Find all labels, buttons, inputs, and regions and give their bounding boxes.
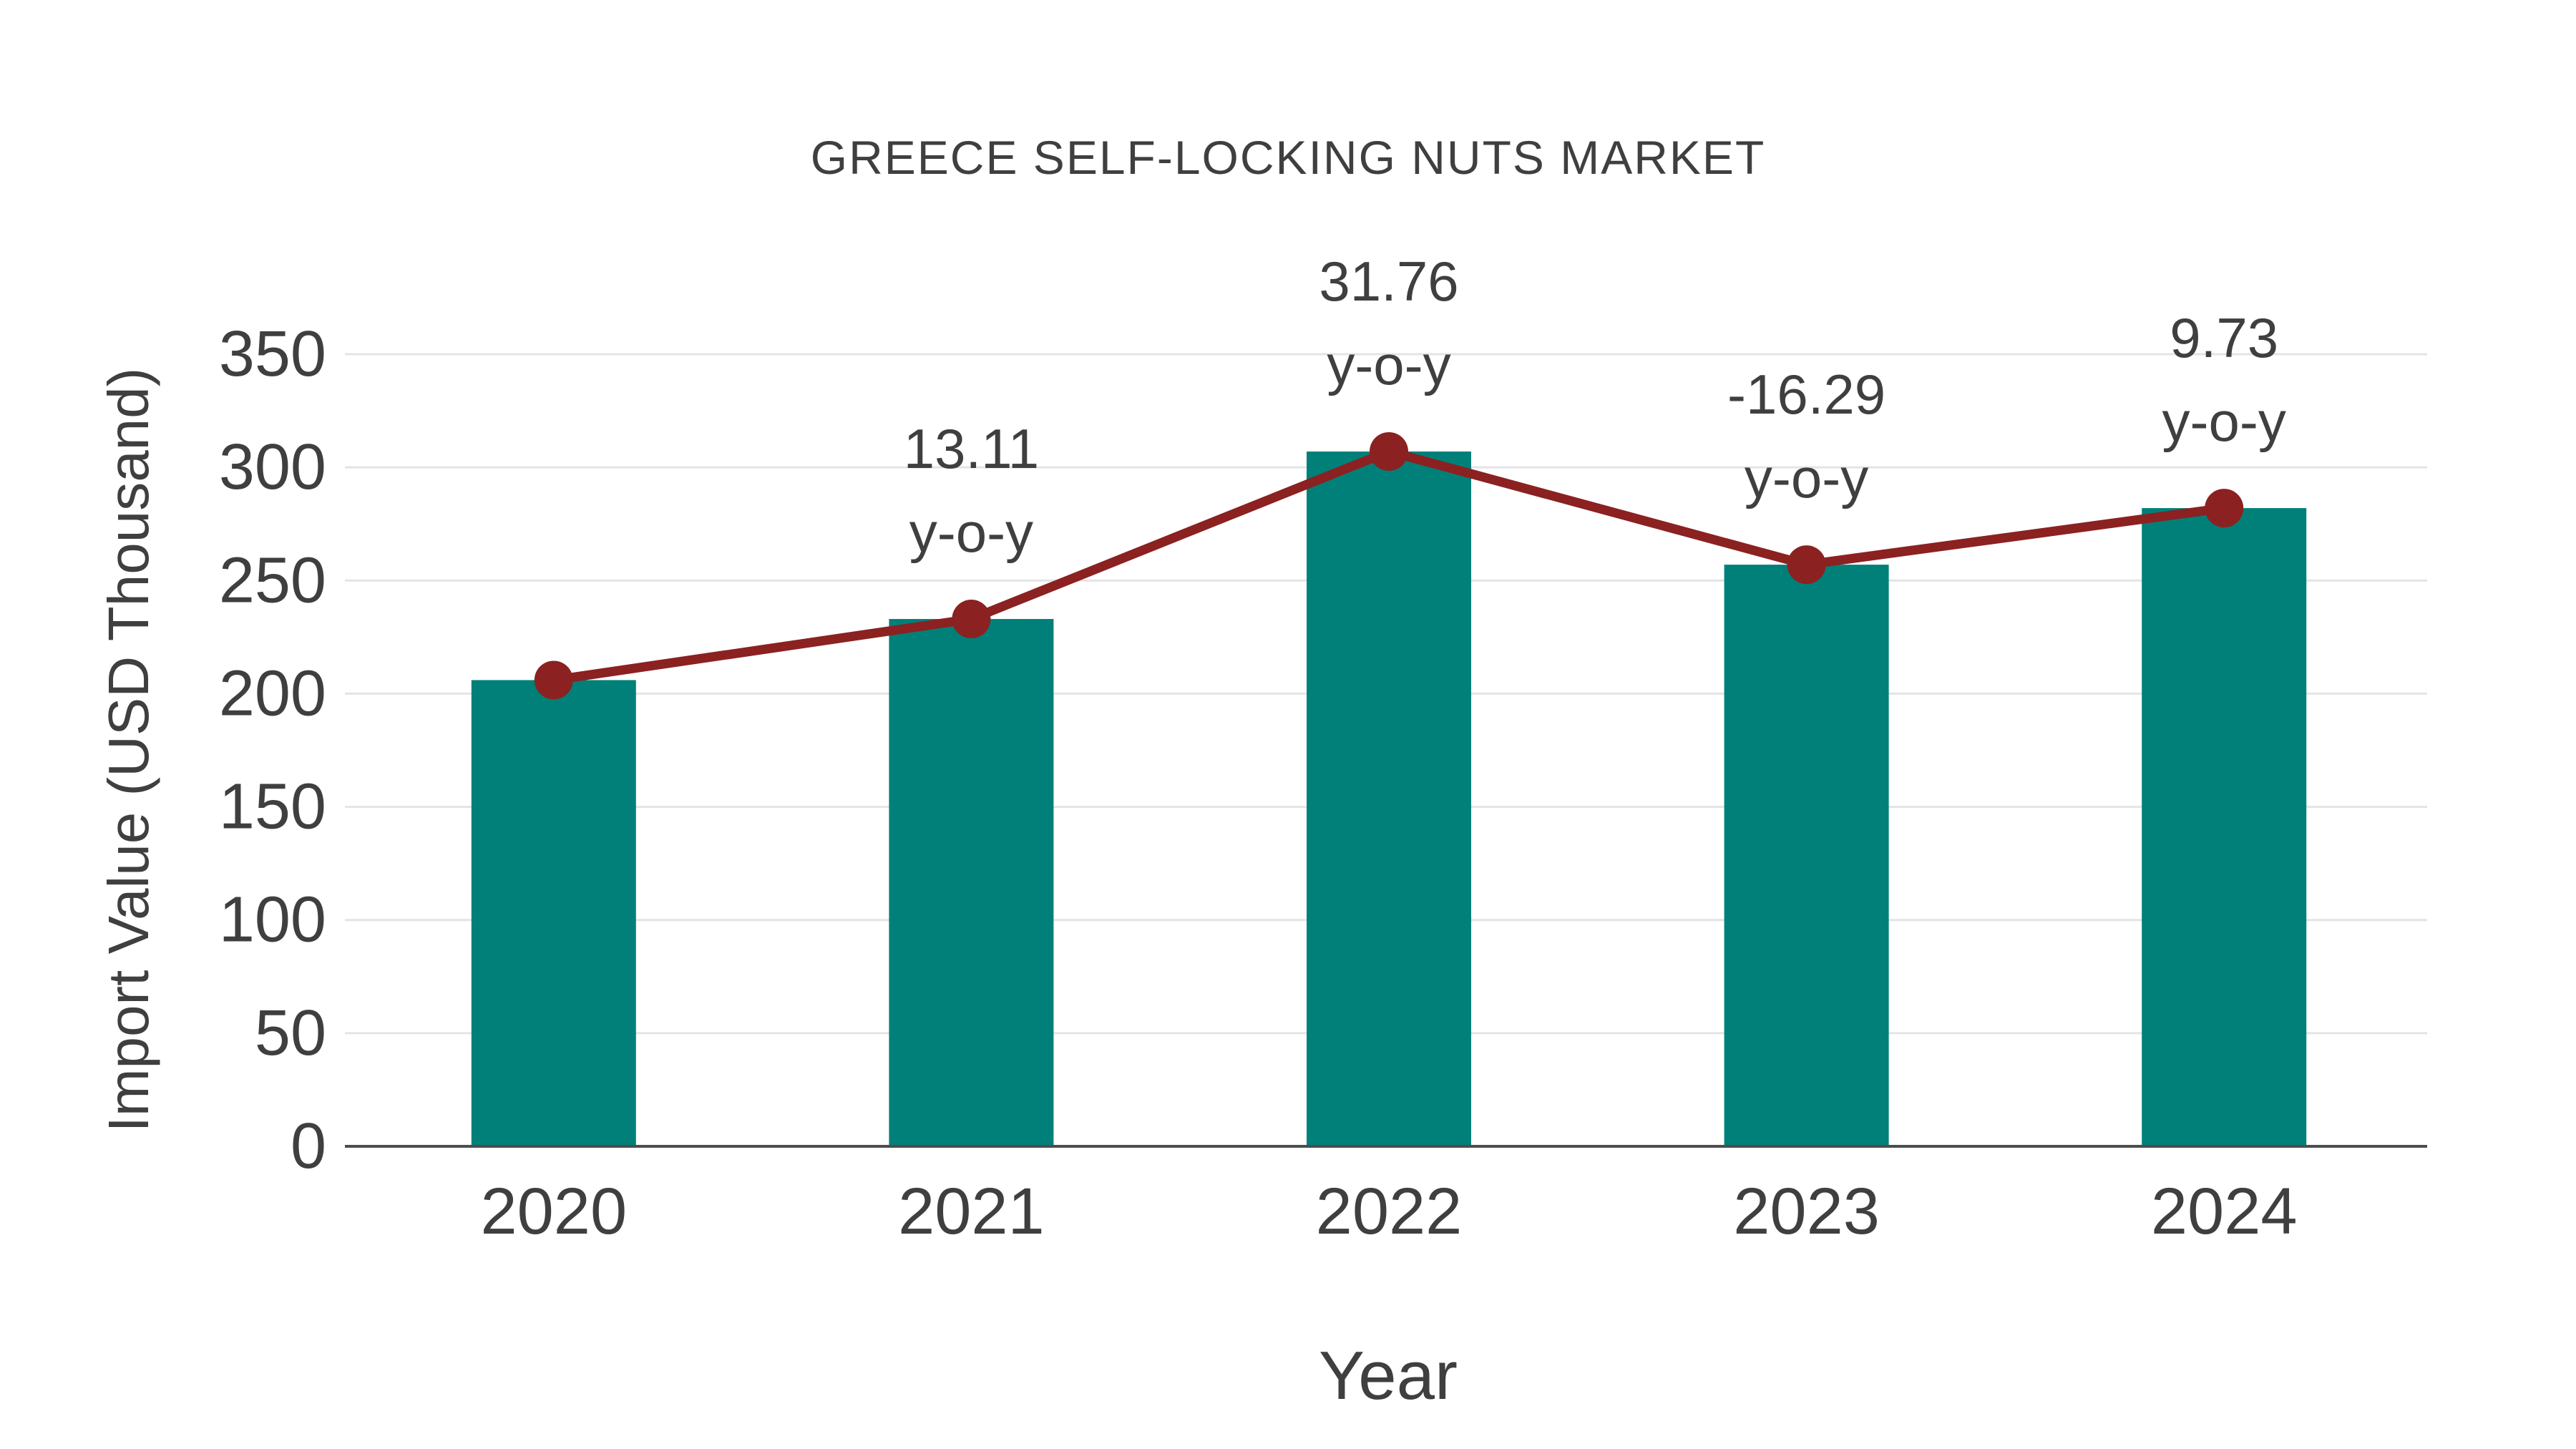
y-tick-0: 0 bbox=[291, 1111, 326, 1182]
chart-title: GREECE SELF-LOCKING NUTS MARKET bbox=[810, 131, 1766, 184]
bar-2021 bbox=[889, 619, 1054, 1146]
bar-2023 bbox=[1724, 565, 1889, 1146]
x-tick-2023: 2023 bbox=[1733, 1175, 1880, 1248]
y-tick-labels: 0 50 100 150 200 250 300 350 bbox=[219, 318, 326, 1182]
y-tick-250: 250 bbox=[219, 545, 326, 616]
line-marker-2020 bbox=[534, 660, 573, 700]
bar-2022 bbox=[1307, 452, 1471, 1146]
yoy-suffix-2022: y-o-y bbox=[1327, 333, 1450, 396]
bar-series bbox=[471, 452, 2307, 1146]
x-tick-2022: 2022 bbox=[1316, 1175, 1463, 1248]
bar-2024 bbox=[2142, 508, 2307, 1146]
y-tick-200: 200 bbox=[219, 658, 326, 729]
line-marker-2022 bbox=[1370, 432, 1408, 472]
yoy-value-2023: -16.29 bbox=[1727, 363, 1885, 426]
y-tick-50: 50 bbox=[255, 997, 326, 1069]
bar-2020 bbox=[471, 680, 636, 1146]
y-tick-350: 350 bbox=[219, 318, 326, 390]
y-tick-100: 100 bbox=[219, 884, 326, 956]
y-tick-300: 300 bbox=[219, 431, 326, 503]
yoy-value-2021: 13.11 bbox=[904, 417, 1039, 480]
yoy-suffix-2024: y-o-y bbox=[2162, 390, 2286, 453]
x-tick-2024: 2024 bbox=[2151, 1175, 2298, 1248]
yoy-value-2022: 31.76 bbox=[1319, 250, 1458, 313]
yoy-suffix-2021: y-o-y bbox=[909, 501, 1033, 564]
line-marker-2021 bbox=[952, 600, 991, 639]
y-axis-title-text: Import Value (USD Thousand) bbox=[97, 367, 160, 1133]
x-axis-title: Year bbox=[1319, 1337, 1458, 1414]
line-marker-2024 bbox=[2205, 489, 2244, 528]
yoy-suffix-2023: y-o-y bbox=[1745, 447, 1868, 509]
x-tick-labels: 2020 2021 2022 2023 2024 bbox=[480, 1175, 2297, 1248]
line-series bbox=[534, 432, 2244, 700]
point-annotations: 13.11 y-o-y 31.76 y-o-y -16.29 y-o-y 9.73 y-o-y bbox=[904, 250, 2286, 564]
yoy-value-2024: 9.73 bbox=[2170, 306, 2278, 369]
line-marker-2023 bbox=[1787, 545, 1826, 585]
x-tick-2021: 2021 bbox=[898, 1175, 1045, 1248]
y-tick-150: 150 bbox=[219, 771, 326, 843]
x-tick-2020: 2020 bbox=[480, 1175, 627, 1248]
